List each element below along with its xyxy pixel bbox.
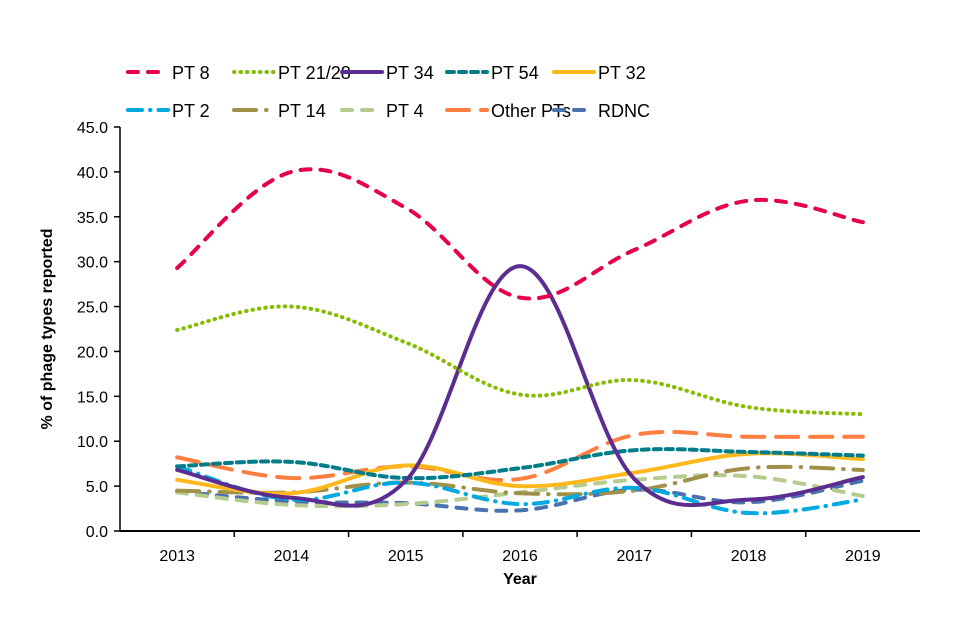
legend-label: PT 54 <box>491 63 539 83</box>
legend-item-pt-34: PT 34 <box>340 63 434 83</box>
x-axis-title: Year <box>503 571 537 588</box>
legend-label: PT 2 <box>172 101 210 121</box>
x-tick-label: 2014 <box>274 548 310 565</box>
x-tick-label: 2019 <box>845 548 881 565</box>
legend-label: Other PTs <box>491 101 571 121</box>
series-other-pts <box>175 429 865 482</box>
y-tick-label: 30.0 <box>77 255 108 272</box>
legend-label: PT 21/28 <box>278 63 351 83</box>
legend-item-rdnc: RDNC <box>552 101 650 121</box>
series-pt-2 <box>175 464 865 516</box>
y-ticks: 0.0 5.0 10.0 15.0 20.0 25.0 30.0 35.0 40.0 45.0 <box>77 120 120 541</box>
y-tick-label: 40.0 <box>77 165 108 182</box>
series-pt-21-28 <box>175 304 865 417</box>
legend-item-pt-4: PT 4 <box>340 101 424 121</box>
series-line-rdnc <box>175 478 865 513</box>
legend-label: PT 34 <box>386 63 434 83</box>
series-rdnc <box>175 478 865 513</box>
y-tick-label: 25.0 <box>77 300 108 317</box>
legend-label: PT 14 <box>278 101 326 121</box>
legend: PT 8 PT 21/28 PT 34 PT 54 PT 32 PT 2 PT 14 PT 4… <box>126 63 650 121</box>
y-tick-label: 0.0 <box>86 524 108 541</box>
axes: 0.0 5.0 10.0 15.0 20.0 25.0 30.0 35.0 40.0 45.0 2… <box>39 120 920 588</box>
legend-label: PT 8 <box>172 63 210 83</box>
series-pt-54 <box>175 447 865 481</box>
series-pt-34 <box>175 264 865 508</box>
series-line-pt-14 <box>175 464 865 497</box>
x-tick-label: 2013 <box>159 548 195 565</box>
legend-item-other-pts: Other PTs <box>445 101 571 121</box>
y-tick-label: 20.0 <box>77 344 108 361</box>
legend-item-pt-21-28: PT 21/28 <box>232 63 351 83</box>
series-pt-14 <box>175 464 865 497</box>
y-tick-label: 5.0 <box>86 479 108 496</box>
y-tick-label: 45.0 <box>77 120 108 137</box>
series-pt-32 <box>175 451 865 496</box>
series-line-pt-54 <box>175 447 865 481</box>
y-tick-label: 10.0 <box>77 434 108 451</box>
series-pt-8 <box>175 167 865 301</box>
legend-item-pt-2: PT 2 <box>126 101 210 121</box>
series-line-pt-32 <box>175 451 865 496</box>
legend-item-pt-14: PT 14 <box>232 101 326 121</box>
legend-label: RDNC <box>598 101 650 121</box>
legend-label: PT 32 <box>598 63 646 83</box>
x-tick-label: 2015 <box>388 548 424 565</box>
legend-item-pt-54: PT 54 <box>445 63 539 83</box>
series-line-pt-2 <box>175 464 865 516</box>
x-tick-label: 2018 <box>731 548 767 565</box>
y-tick-label: 35.0 <box>77 210 108 227</box>
x-tick-label: 2016 <box>502 548 538 565</box>
y-tick-label: 15.0 <box>77 389 108 406</box>
series-layer <box>175 167 865 516</box>
x-tick-label: 2017 <box>616 548 652 565</box>
series-line-pt-34 <box>175 264 865 508</box>
series-line-pt-21-28 <box>175 304 865 417</box>
legend-item-pt-8: PT 8 <box>126 63 210 83</box>
y-axis-title: % of phage types reported <box>39 229 56 430</box>
series-line-pt-8 <box>175 167 865 301</box>
legend-label: PT 4 <box>386 101 424 121</box>
x-ticks: 2013 2014 2015 2016 2017 2018 2019 <box>159 531 881 565</box>
legend-item-pt-32: PT 32 <box>552 63 646 83</box>
series-line-other-pts <box>175 429 865 482</box>
